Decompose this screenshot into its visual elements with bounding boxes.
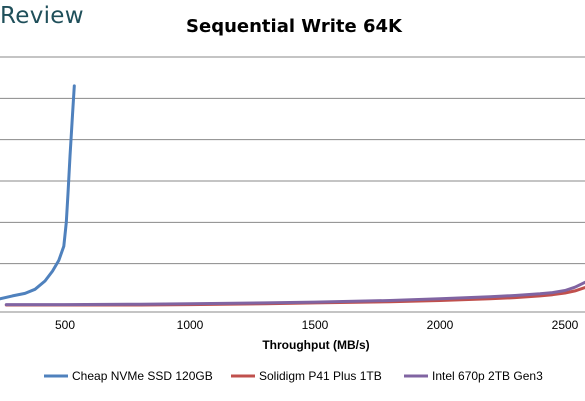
legend-label: Cheap NVMe SSD 120GB [72,369,213,383]
series-lines [0,84,585,307]
legend-label: Intel 670p 2TB Gen3 [432,369,543,383]
x-tick-label: 2500 [552,318,579,332]
chart-title: Sequential Write 64K [186,16,403,37]
x-axis-ticks: 500 1000 1500 2000 2500 [55,318,579,332]
legend-label: Solidigm P41 Plus 1TB [259,369,382,383]
x-axis-label: Throughput (MB/s) [262,338,369,352]
grid-lines [0,56,585,313]
x-tick-label: 2000 [427,318,454,332]
x-tick-label: 500 [55,318,75,332]
x-tick-label: 1500 [302,318,329,332]
chart-legend: Cheap NVMe SSD 120GB Solidigm P41 Plus 1T… [44,369,543,383]
series-line-0 [0,84,76,301]
series-line-2 [4,280,585,307]
brand-logo-text: Review [0,3,84,29]
x-tick-label: 1000 [177,318,204,332]
